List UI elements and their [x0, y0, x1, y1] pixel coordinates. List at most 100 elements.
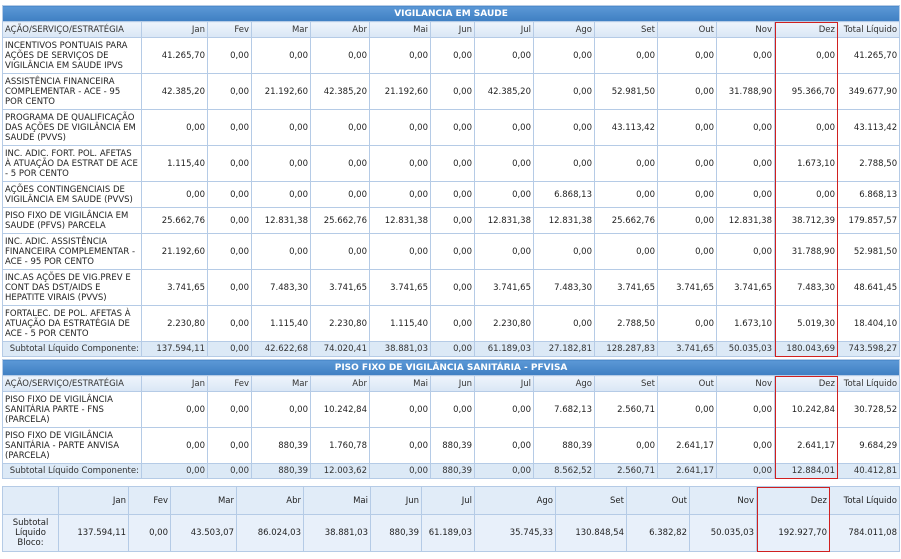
summary-value: 6.382,82 — [626, 514, 690, 552]
cell-value: 30.728,52 — [836, 391, 901, 428]
cell-value: 42.385,20 — [310, 73, 370, 110]
subtotal-label: Subtotal Líquido Componente: — [2, 463, 142, 479]
column-header: Jan — [141, 21, 208, 38]
summary-value: 0,00 — [128, 514, 171, 552]
cell-value: 7.483,30 — [251, 269, 311, 306]
section-title: PISO FIXO DE VIGILÂNCIA SANITÁRIA - PFVI… — [1, 359, 901, 376]
cell-value: 0,00 — [594, 427, 658, 464]
subtotal-value: 42.622,68 — [251, 341, 311, 357]
column-header: Ago — [533, 21, 595, 38]
cell-value: 9.684,29 — [836, 427, 901, 464]
subtotal-value: 74.020,41 — [310, 341, 370, 357]
summary-value: 192.927,70 — [756, 514, 830, 552]
subtotal-value: 128.287,83 — [594, 341, 658, 357]
subtotal-value: 0,00 — [474, 463, 534, 479]
cell-value: 1.115,40 — [369, 305, 431, 342]
subtotal-value: 0,00 — [141, 463, 208, 479]
cell-value: 179.857,57 — [836, 207, 901, 234]
cell-value: 48.641,45 — [836, 269, 901, 306]
cell-value: 12.831,38 — [533, 207, 595, 234]
row-label: PROGRAMA DE QUALIFICAÇÃO DAS AÇÕES DE VI… — [2, 109, 142, 146]
column-header: Mai — [369, 375, 431, 392]
cell-value: 0,00 — [716, 233, 775, 270]
subtotal-value: 27.182,81 — [533, 341, 595, 357]
cell-value: 0,00 — [207, 145, 252, 182]
cell-value: 0,00 — [474, 233, 534, 270]
column-header: Mar — [251, 375, 311, 392]
summary-value: 50.035,03 — [689, 514, 757, 552]
cell-value: 0,00 — [474, 37, 534, 74]
cell-value: 52.981,50 — [594, 73, 658, 110]
table-row: INC.AS AÇÕES DE VIG.PREV E CONT DAS DST/… — [2, 269, 901, 306]
cell-value: 0,00 — [657, 109, 717, 146]
cell-value: 3.741,65 — [657, 269, 717, 306]
cell-value: 0,00 — [594, 37, 658, 74]
cell-value: 42.385,20 — [141, 73, 208, 110]
cell-value: 0,00 — [207, 269, 252, 306]
cell-value: 41.265,70 — [836, 37, 901, 74]
cell-value: 0,00 — [310, 233, 370, 270]
cell-value: 0,00 — [369, 391, 431, 428]
subtotal-value: 8.562,52 — [533, 463, 595, 479]
row-label: FORTALEC. DE POL. AFETAS À ATUAÇÃO DA ES… — [2, 305, 142, 342]
cell-value: 18.404,10 — [836, 305, 901, 342]
cell-value: 0,00 — [774, 37, 838, 74]
column-header: Nov — [716, 375, 775, 392]
subtotal-value: 880,39 — [251, 463, 311, 479]
cell-value: 0,00 — [251, 37, 311, 74]
column-header: Total Líquido — [836, 375, 901, 392]
section-table: VIGILANCIA EM SAUDE AÇÃO/SERVIÇO/ESTRATÉG… — [1, 5, 901, 357]
column-header: AÇÃO/SERVIÇO/ESTRATÉGIA — [2, 21, 142, 38]
cell-value: 52.981,50 — [836, 233, 901, 270]
cell-value: 880,39 — [251, 427, 311, 464]
cell-value: 5.019,30 — [774, 305, 838, 342]
cell-value: 0,00 — [369, 37, 431, 74]
cell-value: 0,00 — [207, 427, 252, 464]
cell-value: 0,00 — [657, 37, 717, 74]
summary-header: Jan Fev Mar Abr Mai Jun Jul Ago Set Out Nov Dez Tota… — [2, 486, 900, 515]
cell-value: 0,00 — [657, 233, 717, 270]
cell-value: 38.712,39 — [774, 207, 838, 234]
cell-value: 0,00 — [430, 145, 475, 182]
cell-value: 2.788,50 — [594, 305, 658, 342]
cell-value: 7.483,30 — [774, 269, 838, 306]
subtotal-value: 12.884,01 — [774, 463, 838, 479]
column-header: Abr — [310, 21, 370, 38]
cell-value: 10.242,84 — [774, 391, 838, 428]
cell-value: 0,00 — [207, 233, 252, 270]
column-header: Dez — [774, 375, 838, 392]
cell-value: 0,00 — [207, 109, 252, 146]
cell-value: 0,00 — [474, 145, 534, 182]
summary-value: 43.503,07 — [170, 514, 237, 552]
cell-value: 880,39 — [533, 427, 595, 464]
row-label: ASSISTÊNCIA FINANCEIRA COMPLEMENTAR - AC… — [2, 73, 142, 110]
table-row: PISO FIXO DE VIGILÂNCIA EM SAUDE (PFVS) … — [2, 207, 901, 234]
cell-value: 0,00 — [207, 181, 252, 208]
summary-table: Jan Fev Mar Abr Mai Jun Jul Ago Set Out Nov Dez Tota… — [2, 486, 900, 552]
cell-value: 42.385,20 — [474, 73, 534, 110]
cell-value: 0,00 — [430, 181, 475, 208]
column-header: Mar — [251, 21, 311, 38]
cell-value: 349.677,90 — [836, 73, 901, 110]
summary-value: 35.745,33 — [474, 514, 556, 552]
cell-value: 0,00 — [657, 181, 717, 208]
table-row: PISO FIXO DE VIGILÂNCIA SANITÁRIA PARTE … — [2, 391, 901, 428]
cell-value: 3.741,65 — [369, 269, 431, 306]
cell-value: 3.741,65 — [141, 269, 208, 306]
cell-value: 31.788,90 — [716, 73, 775, 110]
cell-value: 0,00 — [533, 233, 595, 270]
subtotal-value: 0,00 — [716, 463, 775, 479]
row-label: AÇÕES CONTINGENCIAIS DE VIGILÂNCIA EM SA… — [2, 181, 142, 208]
cell-value: 0,00 — [310, 109, 370, 146]
column-header: Jan — [58, 486, 129, 515]
column-header: Jun — [430, 375, 475, 392]
cell-value: 0,00 — [251, 233, 311, 270]
title-row: VIGILANCIA EM SAUDE — [1, 5, 901, 22]
cell-value: 41.265,70 — [141, 37, 208, 74]
cell-value: 0,00 — [594, 181, 658, 208]
cell-value: 25.662,76 — [594, 207, 658, 234]
summary-value: 880,39 — [370, 514, 422, 552]
cell-value: 7.682,13 — [533, 391, 595, 428]
subtotal-value: 40.412,81 — [836, 463, 901, 479]
subtotal-label: Subtotal Líquido Componente: — [2, 341, 142, 357]
